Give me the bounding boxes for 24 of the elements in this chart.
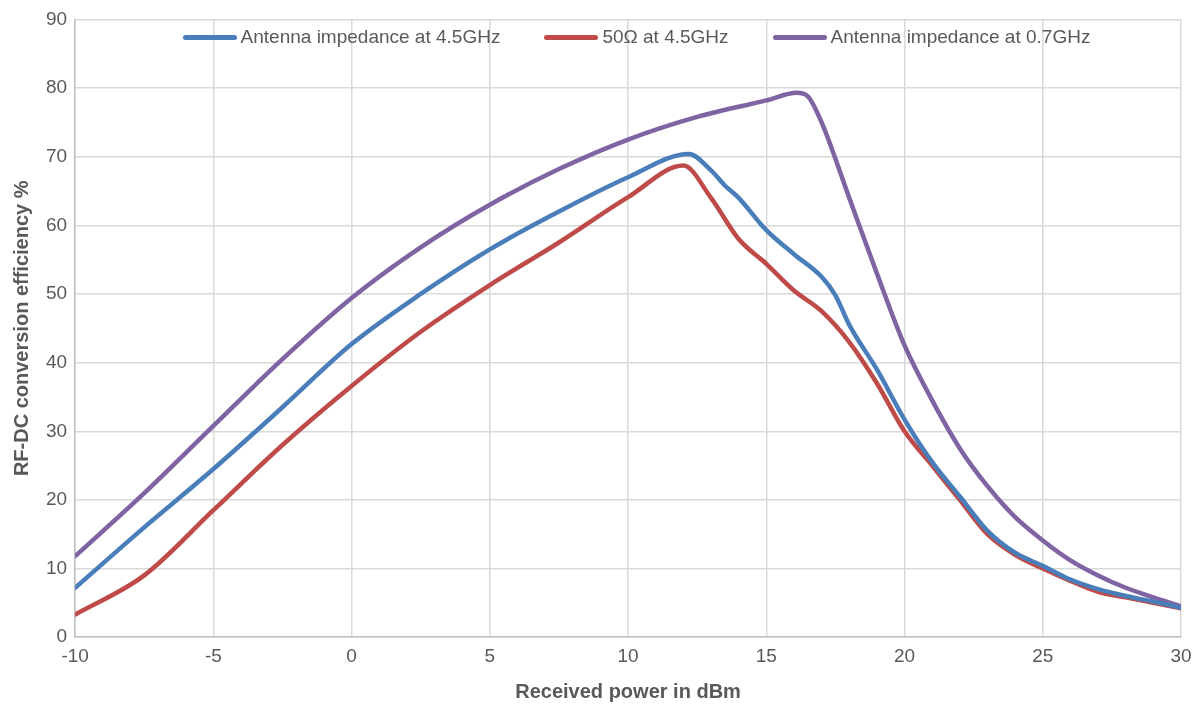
legend-label: 50Ω at 4.5GHz bbox=[602, 26, 729, 48]
y-tick-label: 10 bbox=[45, 556, 68, 578]
x-axis-title: Received power in dBm bbox=[515, 679, 741, 702]
y-tick-label: 0 bbox=[56, 625, 68, 647]
y-tick-label: 70 bbox=[45, 144, 68, 166]
x-tick-label: 10 bbox=[617, 644, 639, 666]
x-tick-label: 20 bbox=[893, 644, 916, 666]
legend-label: Antenna impedance at 4.5GHz bbox=[240, 26, 501, 48]
x-tick-label: 0 bbox=[346, 644, 357, 666]
x-tick-label: -10 bbox=[61, 644, 89, 666]
y-tick-label: 90 bbox=[45, 7, 68, 29]
y-tick-label: 60 bbox=[45, 213, 68, 235]
y-axis-title: RF-DC conversion efficiency % bbox=[9, 180, 32, 477]
y-tick-label: 20 bbox=[45, 488, 68, 510]
y-tick-label: 40 bbox=[45, 350, 68, 372]
y-tick-label: 50 bbox=[45, 282, 68, 304]
x-tick-label: 5 bbox=[484, 644, 496, 666]
x-tick-label: 30 bbox=[1170, 644, 1192, 666]
legend-label: Antenna impedance at 0.7GHz bbox=[830, 26, 1091, 48]
x-tick-label: -5 bbox=[204, 644, 222, 666]
y-tick-label: 30 bbox=[45, 419, 68, 441]
x-tick-label: 25 bbox=[1032, 644, 1054, 666]
x-tick-label: 15 bbox=[755, 644, 777, 666]
y-tick-label: 80 bbox=[45, 76, 68, 98]
